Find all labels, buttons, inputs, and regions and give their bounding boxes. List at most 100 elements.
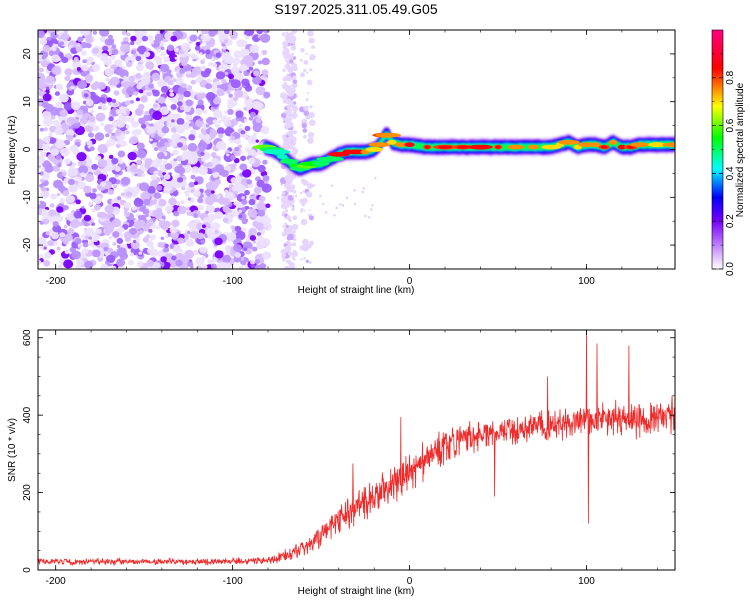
noise-speckle bbox=[161, 215, 166, 220]
noise-speckle bbox=[195, 108, 203, 116]
ridge-peak bbox=[279, 159, 299, 164]
spectrogram-y-ticks: -20 -10 0 10 20 bbox=[22, 29, 675, 270]
ridge-peak bbox=[316, 156, 344, 162]
noise-speckle bbox=[286, 249, 289, 253]
noise-speckle bbox=[116, 196, 122, 201]
noise-speckle bbox=[307, 30, 314, 37]
noise-speckle bbox=[180, 200, 185, 205]
noise-speckle bbox=[247, 135, 258, 145]
noise-speckle bbox=[175, 259, 183, 267]
noise-speckle bbox=[137, 45, 147, 55]
noise-speckle bbox=[193, 213, 199, 218]
noise-speckle bbox=[203, 109, 208, 114]
noise-speckle bbox=[135, 64, 144, 72]
noise-speckle bbox=[206, 161, 213, 168]
ridge-peak bbox=[368, 142, 391, 148]
noise-speckle bbox=[56, 215, 64, 222]
noise-speckle bbox=[146, 219, 154, 227]
noise-speckle bbox=[309, 105, 313, 109]
noise-speckle bbox=[129, 41, 135, 46]
noise-speckle bbox=[281, 213, 285, 216]
noise-speckle bbox=[291, 207, 295, 212]
ridge-peak-core bbox=[406, 143, 413, 147]
noise-speckle bbox=[61, 56, 69, 64]
noise-speckle bbox=[197, 197, 204, 204]
noise-speckle bbox=[214, 237, 223, 246]
noise-speckle bbox=[108, 116, 114, 122]
noise-speckle bbox=[333, 214, 336, 217]
noise-speckle bbox=[97, 106, 102, 110]
noise-speckle bbox=[248, 157, 256, 165]
colorbar-tick-label: 0.6 bbox=[725, 118, 736, 132]
noise-speckle bbox=[54, 30, 60, 33]
noise-speckle bbox=[233, 244, 242, 253]
noise-speckle bbox=[205, 91, 216, 101]
noise-speckle bbox=[282, 68, 286, 73]
noise-speckle bbox=[82, 242, 89, 248]
noise-speckle bbox=[286, 123, 291, 128]
noise-speckle bbox=[173, 210, 180, 217]
noise-speckle bbox=[64, 75, 71, 82]
noise-speckle bbox=[308, 208, 311, 211]
noise-speckle bbox=[41, 173, 50, 181]
noise-speckle bbox=[153, 55, 160, 61]
noise-speckle bbox=[244, 135, 249, 139]
noise-speckle bbox=[135, 73, 142, 79]
noise-speckle bbox=[252, 240, 257, 244]
noise-speckle bbox=[308, 261, 312, 265]
noise-speckle bbox=[302, 180, 309, 187]
noise-speckle bbox=[253, 132, 257, 137]
noise-speckle bbox=[187, 142, 198, 152]
noise-speckle bbox=[282, 225, 285, 228]
noise-speckle bbox=[52, 224, 62, 233]
ridge-peak bbox=[394, 142, 407, 148]
noise-speckle bbox=[85, 99, 94, 107]
noise-speckle bbox=[107, 129, 113, 134]
noise-speckle bbox=[95, 112, 106, 122]
noise-speckle bbox=[221, 79, 227, 84]
noise-speckle bbox=[50, 148, 59, 156]
noise-speckle bbox=[77, 80, 87, 90]
noise-speckle bbox=[302, 134, 307, 139]
noise-speckle bbox=[212, 119, 218, 124]
noise-speckle bbox=[361, 190, 364, 194]
noise-speckle bbox=[187, 120, 191, 125]
noise-speckle bbox=[302, 128, 308, 133]
noise-speckle bbox=[181, 186, 186, 191]
noise-speckle bbox=[185, 238, 195, 247]
noise-speckle bbox=[187, 231, 191, 234]
colorbar-tick-label: 0.2 bbox=[725, 214, 736, 228]
noise-speckle bbox=[260, 126, 270, 135]
noise-speckle bbox=[112, 242, 117, 246]
noise-speckle bbox=[100, 263, 109, 269]
noise-speckle bbox=[303, 68, 307, 73]
noise-speckle bbox=[137, 149, 147, 159]
noise-speckle bbox=[283, 47, 290, 55]
noise-speckle bbox=[364, 214, 367, 218]
noise-speckle bbox=[55, 155, 61, 160]
noise-speckle bbox=[190, 53, 197, 60]
noise-speckle bbox=[146, 240, 154, 248]
noise-speckle bbox=[216, 127, 225, 135]
noise-speckle bbox=[93, 204, 101, 211]
noise-speckle bbox=[84, 260, 94, 269]
noise-speckle bbox=[66, 134, 74, 142]
noise-speckle bbox=[116, 140, 122, 145]
noise-speckle bbox=[199, 117, 204, 122]
noise-speckle bbox=[300, 208, 304, 211]
noise-speckle bbox=[292, 147, 297, 152]
noise-speckle bbox=[292, 215, 298, 221]
noise-speckle bbox=[284, 51, 288, 55]
y-tick-label: -10 bbox=[22, 190, 33, 205]
noise-speckle bbox=[284, 216, 287, 220]
noise-speckle bbox=[240, 178, 249, 186]
noise-speckle bbox=[230, 225, 235, 230]
noise-speckle bbox=[81, 50, 87, 56]
noise-speckle bbox=[185, 114, 193, 122]
noise-speckle bbox=[202, 192, 207, 196]
noise-speckle bbox=[140, 191, 151, 201]
noise-speckle bbox=[61, 171, 67, 177]
noise-speckle bbox=[92, 47, 99, 54]
noise-speckle bbox=[250, 263, 256, 268]
noise-speckle bbox=[285, 176, 292, 183]
